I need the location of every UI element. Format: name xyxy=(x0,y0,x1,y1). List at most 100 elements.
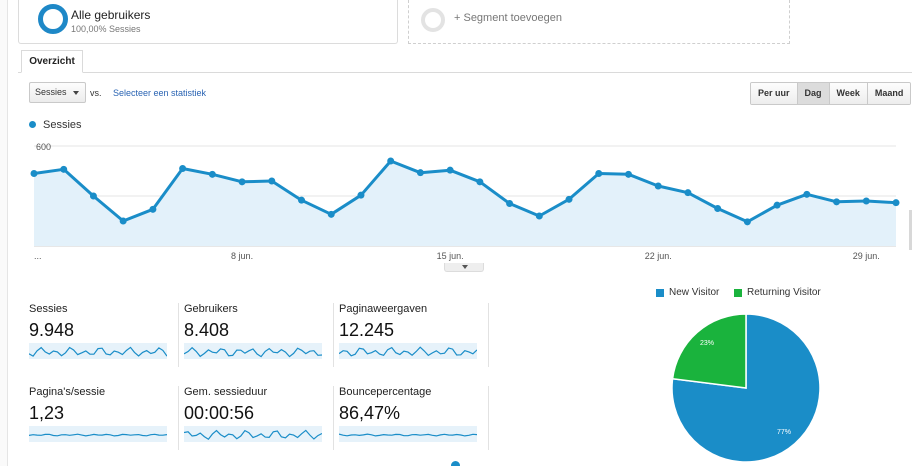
data-point xyxy=(654,182,662,190)
segment-all-users[interactable]: Alle gebruikers 100,00% Sessies xyxy=(18,0,398,44)
empty-segment-ring-icon xyxy=(421,8,445,32)
add-segment-card[interactable]: + Segment toevoegen xyxy=(408,0,790,44)
x-tick-label: 22 jun. xyxy=(645,251,672,261)
chart-collapse-handle[interactable] xyxy=(444,263,484,272)
tile-divider xyxy=(488,303,489,367)
x-tick-label: 29 jun. xyxy=(853,251,880,261)
segment-title: Alle gebruikers xyxy=(71,8,151,22)
x-tick-label: 8 jun. xyxy=(231,251,253,261)
period-month-button[interactable]: Maand xyxy=(866,83,911,104)
segment-ring-icon xyxy=(38,4,68,34)
sessions-line xyxy=(33,159,897,224)
tile-divider xyxy=(178,386,179,450)
metric-label: Gebruikers xyxy=(184,303,238,315)
data-point xyxy=(803,190,811,198)
data-point xyxy=(743,218,751,226)
left-edge xyxy=(0,0,8,466)
metric-sparkline xyxy=(339,343,477,359)
data-point xyxy=(298,196,306,204)
data-point xyxy=(238,178,246,186)
data-point xyxy=(446,166,454,174)
data-point xyxy=(60,165,68,173)
metric-tile-users[interactable]: Gebruikers 8.408 xyxy=(184,303,334,373)
legend-swatch-returning xyxy=(734,288,742,297)
data-point xyxy=(862,197,870,205)
data-point xyxy=(506,200,514,207)
pie-legend-new: New Visitor xyxy=(656,287,719,298)
metric-label: Sessies xyxy=(29,303,68,315)
scrollbar-thumb[interactable] xyxy=(909,210,912,250)
data-point xyxy=(149,205,157,213)
legend-swatch-new xyxy=(656,288,664,297)
tile-divider xyxy=(333,303,334,367)
pie-label-returning: 23% xyxy=(700,340,715,347)
data-point xyxy=(833,198,841,206)
metric-tile-avg-session-duration[interactable]: Gem. sessieduur 00:00:56 xyxy=(184,386,334,456)
metric-tile-sessions[interactable]: Sessies 9.948 xyxy=(29,303,179,373)
tile-divider xyxy=(488,386,489,450)
metric-value: 12.245 xyxy=(339,320,395,340)
metric-select-value: Sessies xyxy=(35,87,67,97)
data-point xyxy=(179,165,187,172)
data-point xyxy=(535,212,543,220)
period-week-button[interactable]: Week xyxy=(828,83,867,104)
data-point xyxy=(327,210,335,218)
data-point xyxy=(30,170,38,177)
data-point xyxy=(208,170,216,178)
period-toggle: Per uur Dag Week Maand xyxy=(750,82,912,105)
select-statistic-link[interactable]: Selecteer een statistiek xyxy=(113,88,207,98)
metric-label: Gem. sessieduur xyxy=(184,386,268,398)
metric-value: 00:00:56 xyxy=(184,403,255,423)
metric-sparkline xyxy=(29,343,167,359)
period-hour-button[interactable]: Per uur xyxy=(751,83,797,104)
data-point xyxy=(387,157,395,165)
data-point xyxy=(892,199,900,207)
data-point xyxy=(268,177,276,185)
visitor-pie-chart[interactable] xyxy=(670,312,822,464)
add-segment-label[interactable]: + Segment toevoegen xyxy=(454,12,562,24)
data-point xyxy=(357,191,365,199)
data-point xyxy=(416,169,424,177)
caret-down-icon xyxy=(73,91,79,95)
legend-dot-icon xyxy=(29,121,36,128)
metric-sparkline xyxy=(184,343,322,359)
chevron-down-icon xyxy=(462,265,468,269)
pie-slice-returning-visitor xyxy=(671,313,747,389)
scroll-indicator-icon xyxy=(451,461,460,466)
data-point xyxy=(714,205,722,212)
data-point xyxy=(595,170,603,177)
segment-subtitle: 100,00% Sessies xyxy=(71,24,141,34)
data-point xyxy=(773,201,781,209)
pie-legend-returning-label: Returning Visitor xyxy=(747,287,821,298)
chart-legend-label: Sessies xyxy=(43,119,82,131)
sessions-area xyxy=(34,161,896,246)
metric-tile-pages-per-session[interactable]: Pagina's/sessie 1,23 xyxy=(29,386,179,456)
metric-value: 1,23 xyxy=(29,403,65,423)
metric-tile-pageviews[interactable]: Paginaweergaven 12.245 xyxy=(339,303,489,373)
period-day-button[interactable]: Dag xyxy=(796,83,829,104)
data-point xyxy=(89,192,97,200)
metric-tile-bounce-rate[interactable]: Bouncepercentage 86,47% xyxy=(339,386,489,456)
metric-value: 9.948 xyxy=(29,320,75,340)
x-tick-label: 15 jun. xyxy=(437,251,464,261)
tab-overview[interactable]: Overzicht xyxy=(21,50,83,73)
y-tick-label: 600 xyxy=(36,142,51,152)
pie-legend-returning: Returning Visitor xyxy=(734,287,821,298)
data-point xyxy=(476,178,484,186)
metric-value: 8.408 xyxy=(184,320,230,340)
pie-legend-new-label: New Visitor xyxy=(669,287,720,298)
metric-select[interactable]: Sessies xyxy=(29,82,86,103)
tile-divider xyxy=(178,303,179,367)
x-tick-label: ... xyxy=(34,251,42,261)
vs-label: vs. xyxy=(90,88,102,98)
metric-sparkline xyxy=(29,426,167,442)
metric-value: 86,47% xyxy=(339,403,401,423)
data-point xyxy=(119,217,127,225)
metric-sparkline xyxy=(339,426,477,442)
data-point xyxy=(684,189,692,197)
data-point xyxy=(565,195,573,203)
tab-divider xyxy=(18,72,912,73)
metric-label: Bouncepercentage xyxy=(339,386,432,398)
sessions-line-chart[interactable]: 600300...8 jun.15 jun.22 jun.29 jun. xyxy=(0,132,912,266)
metric-sparkline xyxy=(184,426,322,442)
